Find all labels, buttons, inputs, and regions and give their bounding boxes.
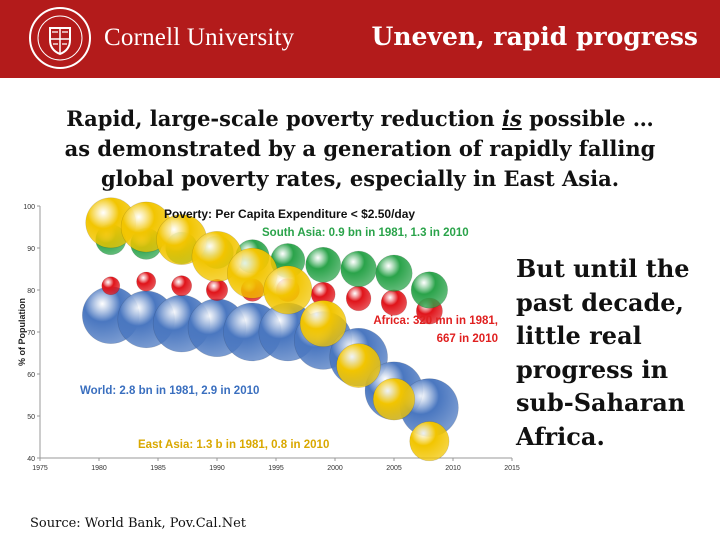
source-note: Source: World Bank, Pov.Cal.Net [30, 516, 247, 531]
subtitle-line-3: global poverty rates, especially in East… [100, 166, 620, 191]
y-tick-label: 60 [27, 372, 35, 379]
annotation-label: World: 2.8 bn in 1981, 2.9 in 2010 [80, 385, 259, 397]
university-name: Cornell University [104, 24, 295, 51]
x-tick-label: 1975 [32, 465, 48, 472]
x-tick-label: 1995 [268, 465, 284, 472]
side-note-line: But until the [516, 254, 690, 283]
y-tick-label: 40 [27, 456, 35, 463]
subtitle-line-1: Rapid, large-scale poverty reduction is … [66, 106, 654, 131]
y-tick-label: 80 [27, 288, 35, 295]
x-tick-label: 2010 [445, 465, 461, 472]
y-tick-label: 50 [27, 414, 35, 421]
slide-title: Uneven, rapid progress [371, 22, 698, 51]
africa-bubble [136, 271, 157, 292]
subtitle: Rapid, large-scale poverty reduction is … [10, 104, 710, 194]
emphasis-word: is [501, 106, 522, 131]
south-asia-bubble [340, 250, 377, 288]
y-tick-label: 90 [27, 246, 35, 253]
x-tick-label: 2000 [327, 465, 343, 472]
poverty-chart: 40 50 60 70 80 90 100 1975 1980 1985 1990 1995 2000 2… [17, 197, 520, 472]
annotation-label: Africa: 320 mn in 1981, [373, 315, 498, 327]
annotation-label: 667 in 2010 [437, 333, 498, 345]
x-tick-label: 2005 [386, 465, 402, 472]
y-tick-label: 100 [23, 204, 35, 211]
side-note-line: progress in [516, 354, 669, 384]
east-asia-bubble [372, 378, 416, 421]
south-asia-bubble [375, 254, 413, 292]
cornell-seal-icon [29, 7, 91, 69]
side-note-line: Africa. [516, 421, 605, 451]
annotation-label: South Asia: 0.9 bn in 1981, 1.3 in 2010 [262, 227, 469, 239]
side-note: But until the past decade, little real p… [516, 252, 716, 453]
side-note-line: sub-Saharan [516, 388, 686, 417]
africa-bubble [345, 285, 372, 312]
x-tick-label: 1985 [150, 465, 166, 472]
africa-bubble [171, 275, 193, 297]
x-tick-label: 2015 [504, 465, 520, 472]
annotation-label: East Asia: 1.3 b in 1981, 0.8 in 2010 [138, 439, 329, 451]
east-asia-bubble [409, 421, 450, 462]
south-asia-bubble [410, 271, 448, 309]
east-asia-bubble [263, 265, 313, 315]
y-axis-label: % of Population [17, 298, 27, 366]
east-asia-bubble [336, 343, 381, 388]
chart-title: Poverty: Per Capita Expenditure < $2.50/… [164, 207, 415, 221]
africa-bubble [380, 289, 408, 316]
africa-bubble [205, 278, 229, 302]
header-bar: Cornell University Uneven, rapid progres… [0, 0, 720, 78]
east-asia-bubble [299, 300, 347, 347]
side-note-line: past decade, [516, 287, 684, 317]
subtitle-line-2: as demonstrated by a generation of rapid… [64, 136, 656, 161]
y-tick-label: 70 [27, 330, 35, 337]
south-asia-bubble [305, 246, 342, 283]
x-tick-label: 1980 [91, 465, 107, 472]
side-note-line: little real [516, 321, 642, 350]
x-tick-label: 1990 [209, 465, 225, 472]
africa-bubble [101, 276, 121, 296]
